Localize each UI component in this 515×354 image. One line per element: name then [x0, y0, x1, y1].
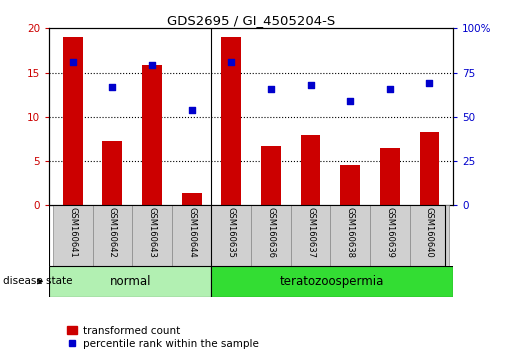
Bar: [102, 141, 122, 205]
Bar: [172, 205, 212, 266]
Bar: [380, 148, 400, 205]
Title: GDS2695 / GI_4505204-S: GDS2695 / GI_4505204-S: [167, 14, 335, 27]
Bar: [182, 193, 201, 205]
Text: GSM160643: GSM160643: [147, 207, 157, 258]
Text: GSM160637: GSM160637: [306, 207, 315, 258]
Text: GSM160640: GSM160640: [425, 207, 434, 258]
Bar: [49, 266, 212, 297]
Bar: [251, 205, 290, 266]
Bar: [53, 205, 93, 266]
Bar: [420, 132, 439, 205]
Text: disease state: disease state: [3, 276, 72, 286]
Bar: [340, 165, 360, 205]
Text: GSM160641: GSM160641: [68, 207, 77, 258]
Bar: [301, 135, 320, 205]
Bar: [330, 205, 370, 266]
Bar: [221, 37, 241, 205]
Point: [346, 98, 354, 104]
Point: [267, 86, 275, 91]
Point: [68, 59, 77, 65]
Point: [187, 107, 196, 113]
Bar: [212, 205, 251, 266]
Bar: [142, 65, 162, 205]
Point: [108, 84, 116, 90]
Bar: [409, 205, 449, 266]
Text: GSM160636: GSM160636: [266, 207, 276, 258]
Text: GSM160638: GSM160638: [346, 207, 355, 258]
Point: [386, 86, 394, 91]
Bar: [261, 146, 281, 205]
Legend: transformed count, percentile rank within the sample: transformed count, percentile rank withi…: [67, 326, 259, 349]
Bar: [212, 266, 453, 297]
Text: GSM160635: GSM160635: [227, 207, 236, 258]
Point: [227, 59, 235, 65]
Bar: [93, 205, 132, 266]
Bar: [63, 37, 82, 205]
Point: [148, 63, 156, 68]
Point: [425, 80, 434, 86]
Text: GSM160642: GSM160642: [108, 207, 117, 258]
Bar: [290, 205, 330, 266]
Text: normal: normal: [109, 275, 151, 288]
Bar: [132, 205, 172, 266]
Text: GSM160639: GSM160639: [385, 207, 394, 258]
Text: GSM160644: GSM160644: [187, 207, 196, 258]
Bar: [370, 205, 409, 266]
Text: teratozoospermia: teratozoospermia: [280, 275, 385, 288]
Point: [306, 82, 315, 88]
